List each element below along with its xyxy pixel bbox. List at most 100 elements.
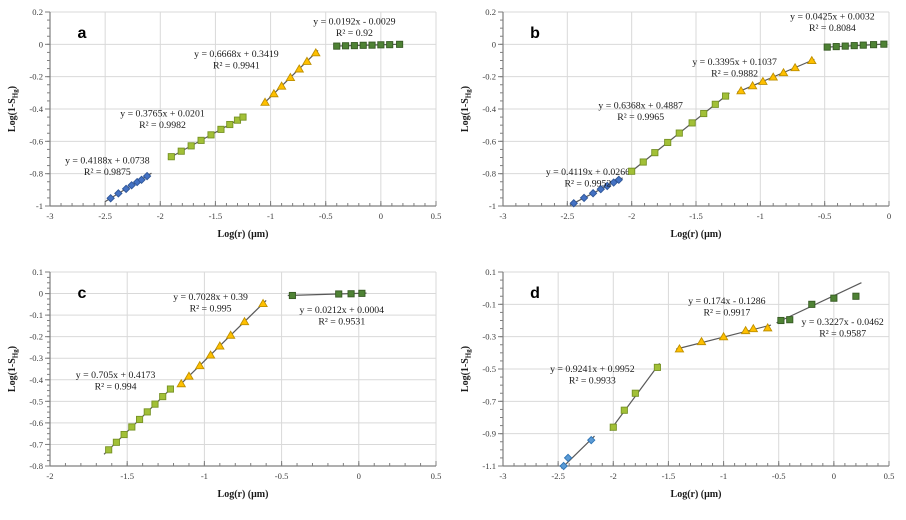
- data-point-triangle: [260, 97, 270, 106]
- chart-panel-a: -3 -2.5 -2 -1.5 -1 -0.5 0 0.5 0.2 0 -0.2 -0.4 -0.6 -0…: [7, 7, 442, 240]
- data-point-diamond: [579, 193, 589, 203]
- data-point-square: [880, 40, 888, 48]
- y-axis-title: Log(1-SHg): [7, 86, 20, 132]
- x-tick-label: -1: [720, 471, 727, 481]
- panel-letter: c: [78, 285, 87, 302]
- r-squared-label: R² = 0.995: [190, 304, 232, 315]
- x-axis-title: Log(r) (μm): [671, 229, 722, 240]
- x-tick-label: 0.5: [431, 211, 442, 221]
- y-tick-label: -0.6: [29, 136, 43, 146]
- data-point-square: [358, 289, 366, 297]
- data-point-square: [288, 291, 296, 300]
- equation-label: y = 0.6368x + 0.4887: [598, 101, 683, 112]
- r-squared-label: R² = 0.8084: [809, 23, 856, 34]
- x-tick-label: -2: [46, 471, 53, 481]
- r-squared-label: R² = 0.9965: [617, 112, 664, 123]
- data-point-triangle: [176, 378, 187, 388]
- equation-label: y = 0.3395x + 0.1037: [692, 57, 777, 68]
- y-tick-label: -0.2: [29, 332, 43, 342]
- data-point-triangle: [740, 325, 751, 335]
- data-point-square: [628, 167, 636, 175]
- x-tick-label: -2.5: [551, 471, 565, 481]
- y-tick-label: 0: [492, 39, 496, 49]
- y-tick-label: -0.1: [482, 299, 496, 309]
- y-tick-label: -0.7: [482, 396, 496, 406]
- data-point-triangle: [258, 298, 268, 308]
- equation-label: y = 0.3227x - 0.0462: [802, 317, 884, 328]
- data-point-triangle: [184, 371, 194, 380]
- data-point-triangle: [696, 336, 707, 346]
- data-point-square: [151, 400, 159, 408]
- data-point-square: [609, 423, 617, 431]
- x-tick-label: -0.5: [319, 211, 333, 221]
- y-tick-label: -1.1: [482, 461, 496, 471]
- equation-label: y = 0.7028x + 0.39: [173, 292, 248, 303]
- data-point-triangle: [268, 88, 279, 98]
- x-tick-label: -2.5: [98, 211, 112, 221]
- y-tick-label: -0.5: [29, 396, 43, 406]
- x-tick-label: 0: [887, 211, 891, 221]
- x-tick-label: -1: [267, 211, 274, 221]
- data-point-square: [347, 290, 355, 298]
- data-point-square: [859, 41, 867, 49]
- x-axis-title: Log(r) (μm): [218, 489, 269, 500]
- y-tick-label: -1: [489, 201, 496, 211]
- data-point-square: [226, 120, 234, 129]
- data-point-diamond: [588, 188, 598, 198]
- data-point-square: [777, 316, 785, 325]
- chart-panel-d: -3 -2.5 -2 -1.5 -1 -0.5 0 0.5 0.1 -0.1 -0.3 -0.5 -0.…: [460, 267, 895, 500]
- panel-b: -3 -2.5 -2 -1.5 -1 -0.5 0 0.2 0 -0.2 -0.4 -0.6 -0.8 -…: [453, 0, 906, 260]
- data-point-square: [239, 113, 247, 121]
- data-point-triangle: [285, 72, 296, 82]
- data-point-triangle: [674, 344, 685, 353]
- x-tick-label: 0: [832, 471, 836, 481]
- y-tick-label: -0.1: [29, 310, 43, 320]
- equation-label: y = 0.0192x - 0.0029: [313, 17, 395, 28]
- equation-label: y = 0.4188x + 0.0738: [65, 156, 150, 167]
- data-point-square: [639, 158, 647, 166]
- y-tick-label: 0.2: [32, 7, 43, 17]
- data-point-triangle: [790, 62, 800, 72]
- data-point-diamond: [596, 184, 606, 194]
- data-point-square: [852, 292, 860, 300]
- data-point-square: [166, 385, 174, 393]
- y-tick-label: -0.2: [482, 72, 496, 82]
- y-tick-label: -0.7: [29, 439, 43, 449]
- data-point-diamond: [614, 175, 624, 185]
- data-point-triangle: [806, 55, 817, 65]
- panel-d: -3 -2.5 -2 -1.5 -1 -0.5 0 0.5 0.1 -0.1 -0.3 -0.5 -0.…: [453, 260, 906, 520]
- data-point-square: [359, 41, 367, 49]
- y-tick-label: 0: [39, 289, 43, 299]
- data-point-square: [688, 119, 696, 127]
- y-tick-label: -0.2: [29, 72, 43, 82]
- x-tick-label: -0.5: [275, 471, 289, 481]
- panel-letter: a: [78, 25, 87, 42]
- data-point-triangle: [310, 47, 321, 57]
- data-point-triangle: [758, 76, 768, 85]
- data-point-square: [143, 408, 151, 416]
- data-point-square: [722, 92, 730, 100]
- data-point-square: [653, 363, 661, 371]
- y-tick-label: 0.1: [32, 267, 43, 277]
- r-squared-label: R² = 0.9882: [711, 68, 758, 79]
- data-point-triangle: [748, 323, 759, 333]
- equation-label: y = 0.174x - 0.1286: [688, 296, 765, 307]
- r-squared-label: R² = 0.9952: [564, 178, 611, 189]
- data-point-diamond: [142, 171, 152, 181]
- data-point-square: [217, 125, 225, 133]
- data-point-diamond: [137, 175, 146, 185]
- data-point-square: [350, 42, 358, 50]
- x-tick-label: -3: [499, 471, 506, 481]
- chart-panel-b: -3 -2.5 -2 -1.5 -1 -0.5 0 0.2 0 -0.2 -0.4 -0.6 -0.8 -…: [460, 7, 891, 240]
- x-tick-label: 0.5: [884, 471, 895, 481]
- x-tick-label: 0: [379, 211, 383, 221]
- data-point-triangle: [302, 56, 312, 65]
- equation-label: y = 0.9241x + 0.9952: [550, 364, 635, 375]
- equation-label: y = 0.4119x + 0.0266: [546, 167, 630, 178]
- data-point-triangle: [736, 85, 746, 95]
- y-tick-label: -0.3: [482, 332, 496, 342]
- data-point-diamond: [559, 461, 568, 471]
- data-point-diamond: [569, 199, 579, 208]
- panel-letter: d: [530, 285, 540, 302]
